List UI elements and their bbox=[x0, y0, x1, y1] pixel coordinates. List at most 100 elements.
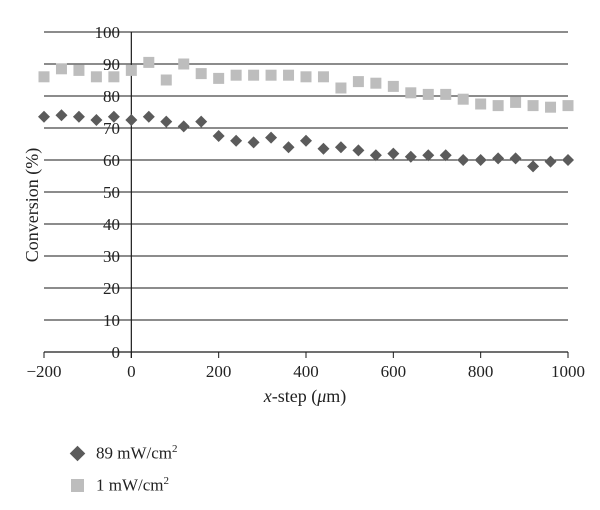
point-series-0-11 bbox=[230, 134, 243, 147]
legend-label-89-main: 89 mW/cm bbox=[96, 443, 173, 463]
point-series-0-16 bbox=[317, 142, 330, 155]
point-series-1-5 bbox=[125, 64, 137, 76]
legend-square-marker bbox=[66, 474, 88, 496]
point-series-1-11 bbox=[230, 69, 242, 81]
legend-item-1: 1 mW/cm2 bbox=[66, 470, 178, 500]
x-axis-label-mu: μ bbox=[316, 386, 326, 406]
point-series-0-28 bbox=[527, 160, 540, 173]
point-series-1-26 bbox=[492, 100, 504, 112]
y-axis-label: Conversion (%) bbox=[22, 148, 43, 262]
legend-label-89-sup: 2 bbox=[172, 442, 178, 455]
point-series-1-30 bbox=[562, 100, 574, 112]
point-series-1-10 bbox=[213, 72, 225, 84]
tick-labels: 0 10 20 30 40 50 60 70 80 90 100 −200 0 200 400 600 800 1… bbox=[26, 23, 585, 381]
point-series-0-2 bbox=[72, 110, 85, 123]
point-series-1-28 bbox=[527, 100, 539, 112]
y-tick-label-100: 100 bbox=[95, 23, 121, 42]
point-series-0-12 bbox=[247, 136, 260, 149]
y-tick-label-50: 50 bbox=[103, 183, 120, 202]
point-series-0-4 bbox=[107, 110, 120, 123]
point-series-0-18 bbox=[352, 144, 365, 157]
point-series-0-13 bbox=[265, 131, 278, 144]
point-series-1-6 bbox=[143, 56, 155, 68]
y-tick-label-20: 20 bbox=[103, 279, 120, 298]
y-tick-label-30: 30 bbox=[103, 247, 120, 266]
point-series-0-22 bbox=[422, 149, 435, 162]
x-tick-label--200: −200 bbox=[26, 362, 61, 381]
y-tick-label-10: 10 bbox=[103, 311, 120, 330]
point-series-0-27 bbox=[509, 152, 522, 165]
point-series-1-4 bbox=[108, 71, 120, 83]
y-tick-label-90: 90 bbox=[103, 55, 120, 74]
point-series-0-9 bbox=[195, 115, 208, 128]
point-series-0-1 bbox=[55, 109, 68, 122]
x-axis-label: x-step (μm) bbox=[263, 386, 347, 407]
legend-label-1-main: 1 mW/cm bbox=[96, 475, 164, 495]
legend-item-89: 89 mW/cm2 bbox=[66, 438, 178, 468]
x-axis-label-text: -step ( bbox=[272, 386, 317, 407]
point-series-1-15 bbox=[300, 71, 312, 83]
y-tick-label-80: 80 bbox=[103, 87, 120, 106]
point-series-1-2 bbox=[73, 64, 85, 76]
point-series-0-20 bbox=[387, 147, 400, 160]
data-points bbox=[38, 56, 574, 173]
point-series-1-16 bbox=[317, 71, 329, 83]
point-series-0-7 bbox=[160, 115, 173, 128]
point-series-1-24 bbox=[457, 93, 469, 105]
point-series-1-0 bbox=[38, 71, 50, 83]
point-series-0-17 bbox=[334, 141, 347, 154]
point-series-1-13 bbox=[265, 69, 277, 81]
point-series-0-24 bbox=[457, 154, 470, 166]
chart: 0 10 20 30 40 50 60 70 80 90 100 −200 0 200 400 600 800 1… bbox=[22, 23, 585, 407]
point-series-1-9 bbox=[195, 68, 207, 80]
point-series-0-8 bbox=[177, 120, 190, 133]
legend-label-1: 1 mW/cm2 bbox=[96, 475, 169, 496]
point-series-0-23 bbox=[439, 149, 452, 162]
x-tick-label-400: 400 bbox=[293, 362, 319, 381]
point-series-1-1 bbox=[55, 63, 67, 75]
point-series-0-21 bbox=[404, 150, 417, 163]
x-axis-label-italic: x bbox=[263, 386, 272, 406]
axes bbox=[43, 32, 569, 358]
point-series-1-17 bbox=[335, 82, 347, 94]
point-series-0-0 bbox=[38, 110, 50, 123]
point-series-1-21 bbox=[405, 87, 417, 99]
x-tick-label-0: 0 bbox=[127, 362, 136, 381]
point-series-1-18 bbox=[352, 76, 364, 88]
point-series-0-30 bbox=[562, 154, 574, 166]
y-tick-label-70: 70 bbox=[103, 119, 120, 138]
legend-label-1-sup: 2 bbox=[163, 474, 170, 487]
y-tick-label-60: 60 bbox=[103, 151, 120, 170]
x-tick-label-200: 200 bbox=[206, 362, 232, 381]
point-series-1-29 bbox=[545, 101, 557, 113]
legend: 89 mW/cm2 1 mW/cm2 bbox=[66, 438, 178, 500]
point-series-1-25 bbox=[475, 98, 487, 110]
x-tick-label-800: 800 bbox=[468, 362, 494, 381]
point-series-0-10 bbox=[212, 130, 225, 142]
x-axis-label-unit: m) bbox=[326, 386, 346, 407]
x-tick-label-1000: 1000 bbox=[551, 362, 585, 381]
point-series-1-20 bbox=[387, 80, 399, 92]
y-tick-label-40: 40 bbox=[103, 215, 120, 234]
point-series-1-23 bbox=[440, 88, 452, 100]
x-tick-label-600: 600 bbox=[381, 362, 407, 381]
point-series-0-3 bbox=[90, 114, 103, 126]
point-series-0-26 bbox=[492, 152, 505, 165]
legend-label-89: 89 mW/cm2 bbox=[96, 443, 178, 464]
point-series-0-25 bbox=[474, 154, 487, 166]
point-series-0-15 bbox=[300, 134, 312, 147]
point-series-0-19 bbox=[369, 149, 382, 162]
point-series-0-14 bbox=[282, 141, 295, 154]
point-series-1-12 bbox=[248, 69, 260, 81]
point-series-1-8 bbox=[178, 58, 190, 70]
point-series-1-7 bbox=[160, 74, 172, 86]
y-tick-label-0: 0 bbox=[112, 343, 121, 362]
point-series-1-22 bbox=[422, 88, 434, 100]
point-series-1-19 bbox=[370, 77, 382, 89]
legend-diamond-marker bbox=[66, 442, 88, 464]
point-series-1-27 bbox=[510, 96, 522, 108]
point-series-0-29 bbox=[544, 155, 557, 168]
point-series-1-14 bbox=[283, 69, 295, 81]
point-series-1-3 bbox=[90, 71, 102, 83]
point-series-0-6 bbox=[142, 110, 155, 123]
